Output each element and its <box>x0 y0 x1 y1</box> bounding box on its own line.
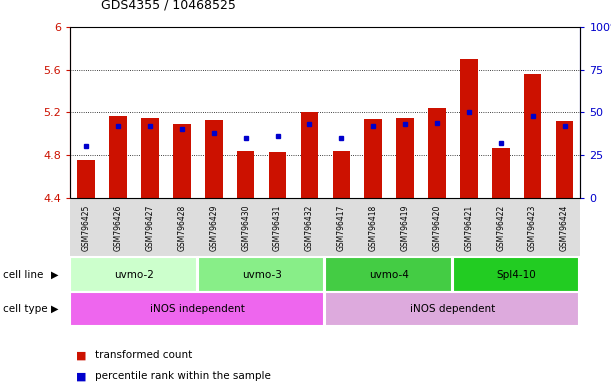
Text: GSM796421: GSM796421 <box>464 204 474 251</box>
Bar <box>332 151 350 198</box>
Text: GSM796425: GSM796425 <box>82 204 90 251</box>
Text: ■: ■ <box>76 371 87 381</box>
Text: GSM796429: GSM796429 <box>209 204 218 251</box>
Text: uvmo-4: uvmo-4 <box>369 270 409 280</box>
Bar <box>556 121 573 198</box>
Text: cell line: cell line <box>3 270 43 280</box>
Text: uvmo-2: uvmo-2 <box>114 270 154 280</box>
Text: iNOS independent: iNOS independent <box>150 304 245 314</box>
Bar <box>524 74 541 198</box>
Text: ▶: ▶ <box>51 304 59 314</box>
Text: Spl4-10: Spl4-10 <box>497 270 536 280</box>
Text: GSM796419: GSM796419 <box>401 204 409 251</box>
Bar <box>109 116 127 198</box>
Text: iNOS dependent: iNOS dependent <box>410 304 496 314</box>
Text: GSM796427: GSM796427 <box>145 204 155 251</box>
Text: GSM796423: GSM796423 <box>528 204 537 251</box>
Bar <box>460 59 478 198</box>
Bar <box>428 108 446 198</box>
Text: ■: ■ <box>76 350 87 360</box>
Text: GSM796430: GSM796430 <box>241 204 250 251</box>
Text: ▶: ▶ <box>51 270 59 280</box>
Bar <box>141 118 159 198</box>
Text: transformed count: transformed count <box>95 350 192 360</box>
Bar <box>364 119 382 198</box>
Bar <box>205 120 222 198</box>
Text: GSM796432: GSM796432 <box>305 204 314 251</box>
Bar <box>301 113 318 198</box>
Text: GSM796428: GSM796428 <box>177 204 186 251</box>
Text: GSM796417: GSM796417 <box>337 204 346 251</box>
Text: GSM796418: GSM796418 <box>368 204 378 251</box>
Bar <box>492 147 510 198</box>
Text: cell type: cell type <box>3 304 48 314</box>
Bar <box>78 161 95 198</box>
Bar <box>173 124 191 198</box>
Text: GSM796424: GSM796424 <box>560 204 569 251</box>
Text: GSM796426: GSM796426 <box>114 204 123 251</box>
Text: GDS4355 / 10468525: GDS4355 / 10468525 <box>101 0 236 12</box>
Text: uvmo-3: uvmo-3 <box>241 270 282 280</box>
Text: GSM796420: GSM796420 <box>433 204 442 251</box>
Text: percentile rank within the sample: percentile rank within the sample <box>95 371 271 381</box>
Text: GSM796431: GSM796431 <box>273 204 282 251</box>
Text: GSM796422: GSM796422 <box>496 204 505 251</box>
Bar <box>269 152 287 198</box>
Bar <box>237 151 254 198</box>
Bar <box>397 118 414 198</box>
